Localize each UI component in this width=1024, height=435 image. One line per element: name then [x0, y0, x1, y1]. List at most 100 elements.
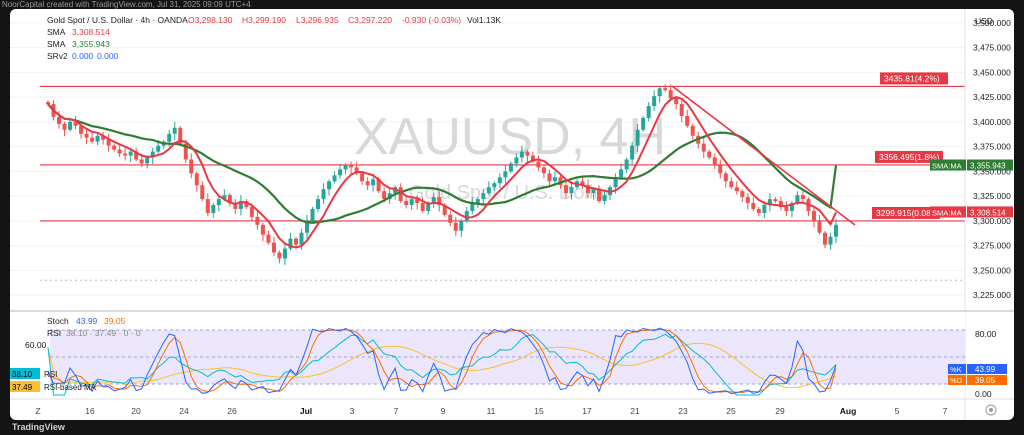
main-pane[interactable] — [10, 9, 965, 309]
time-tick: 17 — [582, 406, 592, 416]
sma-value: 3,308.514 — [970, 208, 1006, 217]
candle-body — [751, 203, 756, 209]
time-tick: Jul — [300, 406, 312, 416]
sma-tag: SMA:MA — [932, 208, 962, 217]
candle-body — [211, 205, 216, 213]
level-label-box — [872, 206, 940, 219]
time-tick: 16 — [85, 406, 95, 416]
candle-body — [371, 179, 376, 186]
k-tag-badge — [948, 364, 966, 374]
rsi-label[interactable]: RSI — [47, 328, 61, 338]
time-tick: 29 — [775, 406, 785, 416]
d-tag-badge — [948, 375, 966, 385]
price-axis[interactable] — [966, 9, 1014, 309]
d-value-badge — [967, 375, 1007, 385]
srv-label[interactable]: SRv2 — [47, 51, 68, 61]
horizontal-levels — [40, 85, 965, 222]
sma-tag: SMA:MA — [932, 161, 962, 170]
candle-body — [172, 127, 177, 134]
candle-body — [745, 197, 750, 204]
candle-body — [227, 195, 232, 204]
level-label: 3356.495(1.8%) — [879, 152, 940, 162]
settings-gear-icon[interactable] — [985, 404, 997, 416]
candle-body — [767, 199, 772, 206]
price-tick: 3,375.000 — [973, 142, 1011, 152]
k-value-badge — [967, 364, 1007, 374]
srv-value-a: 0.000 — [72, 51, 94, 61]
candle-body — [338, 169, 343, 176]
price-tick: 3,475.000 — [973, 43, 1011, 53]
rsi-ma-value-badge — [10, 381, 40, 392]
candle-body — [150, 151, 155, 158]
candle-body — [503, 171, 508, 178]
currency-label[interactable]: USD — [975, 16, 993, 26]
candle-body — [139, 159, 144, 164]
candle-body — [299, 232, 304, 245]
candle-body — [112, 145, 117, 150]
candle-body — [508, 163, 513, 172]
time-axis[interactable]: Z 16 20 24 26 Jul 3 7 9 11 15 17 21 23 25 29 Aug 5 7 — [35, 406, 947, 416]
sma-value-badge — [967, 206, 1013, 218]
candle-body — [271, 242, 276, 253]
candle-body — [712, 157, 717, 166]
ohlc-change: -0.930 (-0.03%) — [402, 15, 461, 25]
oscillator-legend: Stoch 43.99 39.05 RSI 38.10 · 37.49 · 0 … — [47, 316, 141, 338]
stoch-k-line — [47, 327, 837, 395]
candle-body — [282, 248, 287, 259]
candle-body — [459, 220, 464, 231]
window-title-bar: NoorCapital created with TradingView.com… — [0, 0, 1024, 9]
candle-body — [426, 203, 431, 211]
ohlc-open: O3,298.130 — [188, 15, 233, 25]
chart-canvas[interactable]: XAUUSD, 4H Gold Spot / U.S. Dollar 3435.… — [10, 9, 1014, 420]
candle-body — [68, 121, 73, 130]
k-value: 43.99 — [975, 365, 996, 374]
candle-body — [79, 125, 84, 134]
level-label: 3299.915(0.08%) — [876, 208, 941, 218]
level-label: 3435.81(4.2%) — [884, 73, 940, 83]
candle-body — [442, 205, 447, 215]
candle-body — [624, 159, 629, 170]
candle-body — [663, 88, 668, 91]
candle-body — [817, 220, 822, 233]
rsi-ma-value-text: 37.49 — [12, 383, 33, 392]
time-tick: 7 — [943, 406, 948, 416]
candle-body — [591, 189, 596, 194]
sma2-label[interactable]: SMA — [47, 39, 66, 49]
time-tick: 23 — [678, 406, 688, 416]
candle-body — [167, 133, 172, 142]
candle-body — [101, 135, 106, 140]
candle-body — [249, 207, 254, 217]
ohlc-volume: Vol1.13K — [467, 15, 501, 25]
price-tick: 3,425.000 — [973, 92, 1011, 102]
candle-body — [674, 98, 679, 105]
candle-body — [420, 203, 425, 211]
candle-body — [46, 102, 50, 105]
price-tick: 3,300.000 — [973, 216, 1011, 226]
level-label-box — [875, 150, 943, 163]
settings-gear-center — [989, 408, 993, 412]
candle-body — [530, 155, 535, 162]
stoch-label[interactable]: Stoch — [47, 316, 69, 326]
sma-tag-badge — [930, 206, 966, 218]
candle-body — [90, 137, 95, 142]
time-tick: Z — [35, 406, 40, 416]
time-tick: 9 — [441, 406, 446, 416]
candle-body — [415, 199, 420, 204]
candle-body — [795, 195, 800, 204]
price-tick: 3,225.000 — [973, 290, 1011, 300]
sma1-label[interactable]: SMA — [47, 27, 66, 37]
candle-body — [156, 145, 161, 152]
candle-body — [260, 224, 265, 235]
candle-body — [365, 181, 370, 186]
candle-body — [828, 236, 833, 245]
candle-body — [762, 205, 767, 213]
tradingview-logo[interactable]: TradingView — [12, 422, 65, 432]
trend-line[interactable] — [671, 85, 856, 226]
candle-body — [734, 187, 739, 192]
candle-body — [255, 216, 260, 225]
time-tick: 7 — [394, 406, 399, 416]
symbol-title: Gold Spot / U.S. Dollar · 4h · OANDA — [47, 15, 188, 25]
candle-body — [84, 133, 89, 138]
candle-body — [216, 199, 221, 206]
